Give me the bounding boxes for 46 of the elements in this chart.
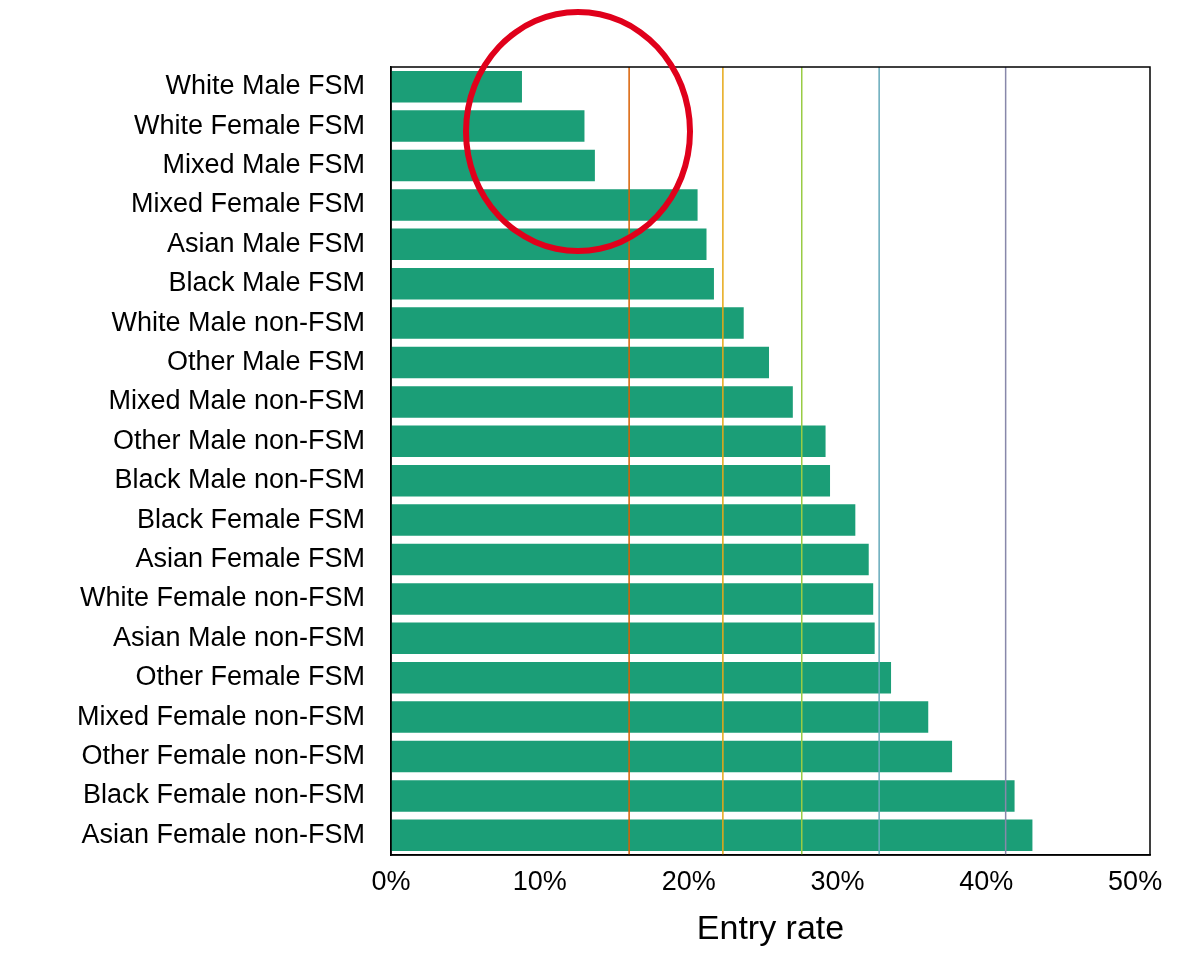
y-tick-label: Black Female non-FSM xyxy=(82,779,365,810)
y-tick-label: Asian Male FSM xyxy=(166,227,365,258)
y-tick-label: Other Male FSM xyxy=(166,345,365,376)
y-tick-label: Asian Male non-FSM xyxy=(112,621,365,652)
y-tick-label: White Female non-FSM xyxy=(79,582,365,613)
y-tick-label: White Male non-FSM xyxy=(111,306,365,337)
bar xyxy=(391,819,1033,852)
y-tick-label: White Male FSM xyxy=(165,70,365,101)
y-tick-label: Black Male non-FSM xyxy=(114,464,365,495)
bar xyxy=(391,583,874,615)
bar xyxy=(391,267,714,300)
bar xyxy=(391,70,522,103)
bar xyxy=(391,386,793,418)
x-tick-label: 30% xyxy=(810,865,865,896)
y-tick-label: Other Male non-FSM xyxy=(112,424,365,455)
y-tick-label: Mixed Female non-FSM xyxy=(76,700,365,731)
bar xyxy=(391,425,826,458)
y-tick-label: Asian Female non-FSM xyxy=(81,818,365,849)
bar xyxy=(391,189,698,221)
y-tick-label: Other Female FSM xyxy=(135,661,365,692)
bar xyxy=(391,740,953,773)
y-tick-label: Black Female FSM xyxy=(136,503,365,534)
y-tick-label: Asian Female FSM xyxy=(135,542,365,573)
bar xyxy=(391,149,595,182)
bar xyxy=(391,307,744,339)
bar xyxy=(391,661,892,694)
y-tick-label: Other Female non-FSM xyxy=(81,739,365,770)
bar xyxy=(391,110,585,142)
bar xyxy=(391,701,929,733)
bar xyxy=(391,622,875,655)
y-tick-label: Mixed Male non-FSM xyxy=(108,385,365,416)
bar xyxy=(391,346,770,379)
y-tick-label: White Female FSM xyxy=(133,109,365,140)
y-tick-label: Black Male FSM xyxy=(168,267,365,298)
bar xyxy=(391,780,1015,812)
x-tick-label: 40% xyxy=(959,865,1014,896)
x-tick-label: 0% xyxy=(371,865,411,896)
y-tick-label: Mixed Male FSM xyxy=(162,148,365,179)
bar xyxy=(391,464,831,497)
bar xyxy=(391,504,856,536)
bar xyxy=(391,543,869,576)
x-axis-title: Entry rate xyxy=(696,907,845,946)
x-tick-label: 10% xyxy=(512,865,567,896)
x-tick-label: 20% xyxy=(661,865,716,896)
y-tick-label: Mixed Female FSM xyxy=(130,188,365,219)
x-tick-label: 50% xyxy=(1108,865,1163,896)
